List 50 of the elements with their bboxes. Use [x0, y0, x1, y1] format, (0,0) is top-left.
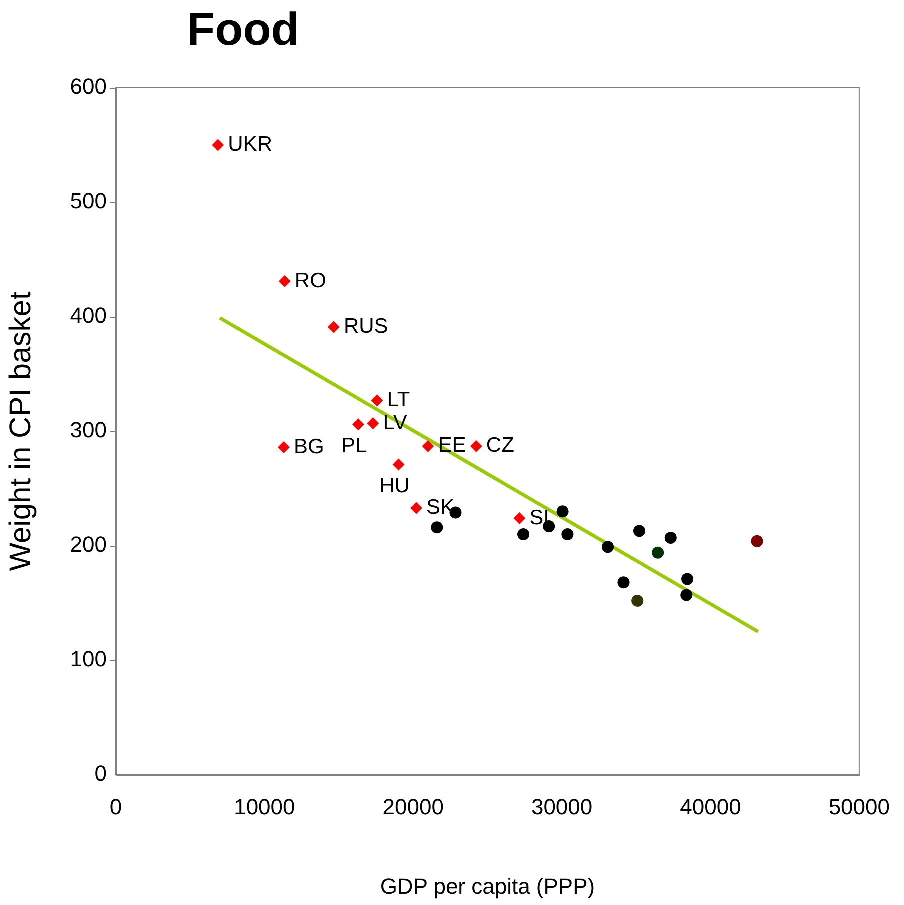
- y-tick-label: 500: [70, 188, 107, 214]
- point: [367, 417, 380, 430]
- point: [680, 589, 693, 602]
- point: [634, 525, 646, 538]
- y-tick-label: 300: [70, 418, 107, 443]
- point: [328, 321, 340, 334]
- data-label: PL: [342, 434, 368, 458]
- point: [664, 532, 677, 544]
- point: [352, 418, 364, 431]
- point: [632, 594, 644, 607]
- data-label: LT: [387, 388, 410, 412]
- y-axis-title: Weight in CPI basket: [4, 291, 38, 572]
- data-label: UKR: [228, 133, 272, 156]
- data-label: EE: [438, 434, 466, 458]
- point: [422, 440, 434, 452]
- x-tick-label: 40000: [680, 794, 742, 820]
- x-axis-title: GDP per capita (PPP): [380, 874, 596, 899]
- chart-title: Food: [187, 2, 300, 56]
- data-label: CZ: [486, 434, 515, 458]
- point: [562, 528, 574, 541]
- x-tick-label: 30000: [531, 794, 593, 820]
- point: [652, 546, 664, 559]
- y-tick-label: 600: [70, 74, 107, 100]
- x-tick-label: 10000: [234, 794, 296, 820]
- x-tick-label: 20000: [382, 794, 444, 820]
- point: [278, 442, 290, 454]
- y-tick-label: 0: [94, 761, 107, 786]
- point: [371, 394, 384, 407]
- point: [751, 535, 764, 548]
- point: [410, 502, 422, 514]
- point: [518, 528, 530, 541]
- point: [278, 276, 291, 288]
- point: [212, 139, 224, 152]
- point: [392, 458, 405, 471]
- point: [470, 440, 482, 452]
- point: [682, 573, 694, 586]
- point: [602, 541, 614, 554]
- y-tick-label: 400: [70, 303, 107, 328]
- data-label: HU: [380, 474, 410, 498]
- point: [514, 512, 526, 525]
- y-tick-label: 100: [70, 646, 107, 672]
- data-label: RO: [294, 269, 326, 292]
- point: [431, 522, 444, 534]
- x-tick-label: 50000: [828, 794, 890, 820]
- data-label: RUS: [344, 315, 388, 338]
- y-tick-label: 200: [70, 532, 107, 558]
- point: [556, 506, 569, 518]
- point: [618, 576, 630, 589]
- x-tick-label: 0: [110, 794, 122, 820]
- data-label: BG: [294, 435, 324, 458]
